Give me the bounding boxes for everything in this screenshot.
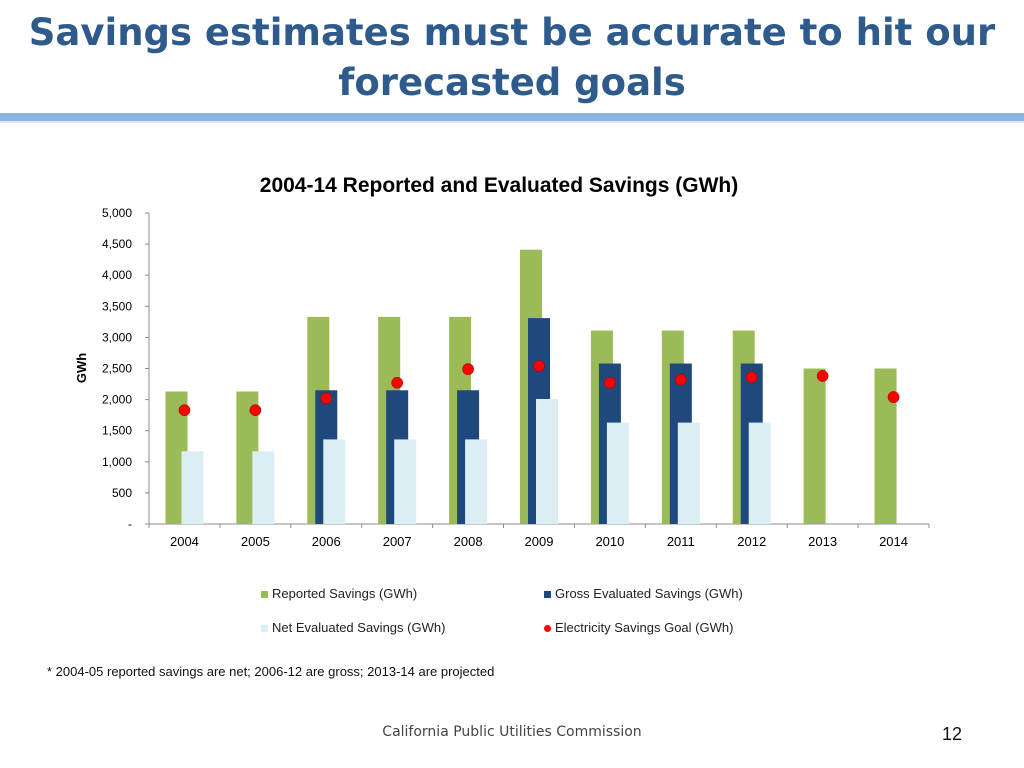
bar-net-evaluated — [181, 451, 204, 524]
bar-net-evaluated — [323, 439, 346, 524]
legend-label-goal: Electricity Savings Goal (GWh) — [555, 620, 734, 635]
bar-net-evaluated — [394, 439, 417, 524]
legend-label-net: Net Evaluated Savings (GWh) — [272, 620, 446, 635]
y-tick-label: 500 — [112, 486, 132, 500]
bar-net-evaluated — [252, 451, 275, 524]
y-tick-label: 2,500 — [102, 362, 132, 376]
goal-marker — [320, 392, 333, 405]
goal-marker — [887, 391, 900, 403]
savings-chart: 2004-14 Reported and Evaluated Savings (… — [74, 174, 930, 549]
y-tick-label: 4,000 — [102, 268, 132, 282]
x-tick-label: 2009 — [525, 534, 554, 549]
y-axis-label: GWh — [74, 353, 89, 383]
chart-footnote: * 2004-05 reported savings are net; 2006… — [47, 664, 495, 679]
x-tick-label: 2011 — [667, 534, 695, 549]
x-tick-label: 2012 — [737, 534, 766, 549]
x-tick-label: 2008 — [454, 534, 483, 549]
goal-marker — [816, 370, 829, 382]
goal-marker — [604, 377, 616, 389]
x-tick-label: 2004 — [170, 534, 199, 549]
goal-marker — [462, 363, 474, 375]
goal-marker — [391, 377, 403, 389]
y-tick-label: 3,500 — [102, 299, 132, 313]
y-tick-label: 1,000 — [102, 455, 132, 469]
chart-title: 2004-14 Reported and Evaluated Savings (… — [260, 174, 738, 197]
page-number: 12 — [941, 724, 962, 744]
bar-net-evaluated — [677, 422, 700, 524]
y-tick-label: 4,500 — [102, 237, 132, 251]
bar-net-evaluated — [536, 398, 558, 524]
goal-marker — [249, 404, 262, 416]
title-divider-shadow — [0, 121, 1024, 123]
title-divider — [0, 113, 1024, 121]
x-tick-label: 2005 — [241, 534, 270, 549]
y-tick-label: - — [128, 517, 132, 531]
y-tick-label: 5,000 — [102, 206, 132, 220]
bar-reported — [803, 368, 826, 524]
legend-swatch-gross — [544, 591, 551, 599]
legend-swatch-net — [261, 625, 268, 633]
y-tick-label: 1,500 — [102, 424, 132, 438]
x-tick-label: 2006 — [312, 534, 341, 549]
legend-swatch-reported — [261, 591, 268, 599]
bar-reported — [874, 368, 897, 524]
legend-marker-goal — [544, 625, 551, 633]
bar-net-evaluated — [606, 422, 629, 524]
slide-title-line-1: Savings estimates must be accurate to hi… — [28, 11, 996, 54]
goal-marker — [533, 360, 545, 372]
y-tick-label: 2,000 — [102, 393, 132, 407]
slide-title: Savings estimates must be accurate to hi… — [0, 8, 1024, 108]
footer-organization: California Public Utilities Commission — [382, 724, 642, 740]
legend-item-net: Net Evaluated Savings (GWh) — [261, 620, 445, 635]
x-tick-label: 2013 — [808, 534, 837, 549]
legend-item-gross: Gross Evaluated Savings (GWh) — [544, 586, 743, 601]
legend-label-gross: Gross Evaluated Savings (GWh) — [555, 586, 743, 601]
legend-item-reported: Reported Savings (GWh) — [261, 586, 417, 601]
x-tick-label: 2014 — [879, 534, 908, 549]
bar-net-evaluated — [465, 439, 488, 524]
legend-label-reported: Reported Savings (GWh) — [272, 586, 418, 601]
bar-net-evaluated — [748, 422, 771, 524]
goal-marker — [178, 404, 191, 416]
y-tick-label: 3,000 — [102, 330, 132, 344]
x-tick-label: 2010 — [595, 534, 624, 549]
goal-marker — [675, 373, 687, 386]
slide-title-line-2: forecasted goals — [338, 61, 686, 104]
goal-marker — [745, 371, 758, 384]
legend-item-goal: Electricity Savings Goal (GWh) — [544, 620, 733, 635]
x-tick-label: 2007 — [383, 534, 412, 549]
